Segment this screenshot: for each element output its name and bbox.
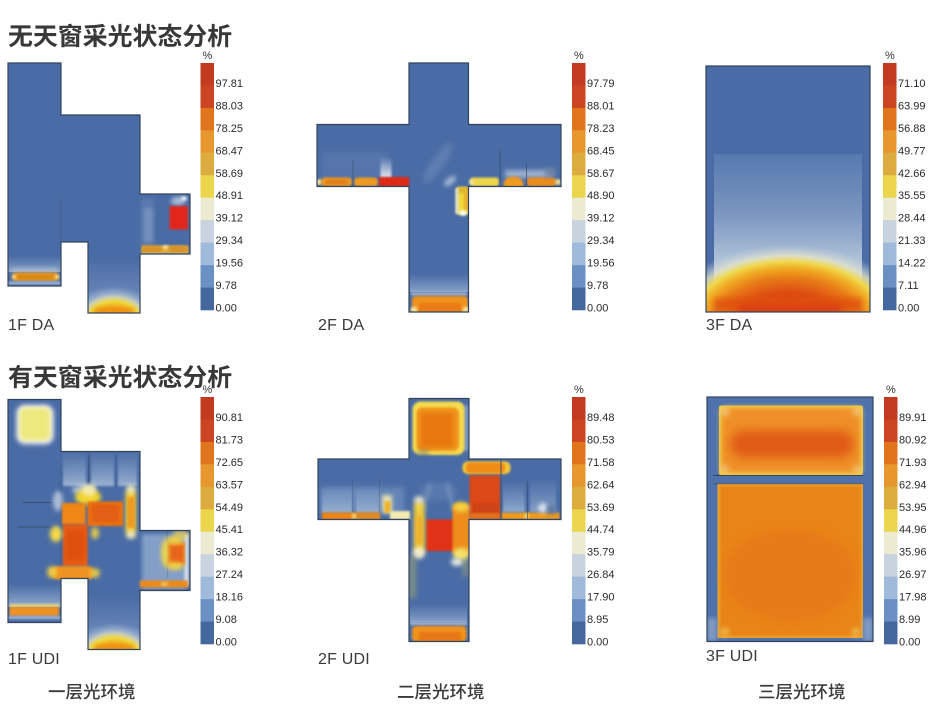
svg-text:68.45: 68.45 bbox=[587, 145, 615, 157]
svg-text:58.69: 58.69 bbox=[216, 168, 244, 180]
svg-text:0.00: 0.00 bbox=[899, 637, 920, 649]
svg-text:68.47: 68.47 bbox=[216, 145, 244, 157]
svg-text:44.74: 44.74 bbox=[587, 524, 615, 536]
svg-text:1F DA: 1F DA bbox=[8, 317, 54, 334]
svg-text:80.53: 80.53 bbox=[587, 434, 615, 446]
svg-text:0.00: 0.00 bbox=[216, 303, 237, 315]
svg-text:88.03: 88.03 bbox=[216, 100, 244, 112]
svg-text:17.98: 17.98 bbox=[899, 592, 927, 604]
svg-text:72.65: 72.65 bbox=[216, 457, 244, 469]
svg-text:18.16: 18.16 bbox=[216, 592, 244, 604]
svg-text:53.95: 53.95 bbox=[899, 502, 927, 514]
svg-text:97.81: 97.81 bbox=[216, 78, 244, 90]
svg-text:0.00: 0.00 bbox=[587, 303, 608, 315]
svg-text:36.32: 36.32 bbox=[216, 547, 244, 559]
svg-text:71.10: 71.10 bbox=[898, 78, 926, 90]
svg-text:26.84: 26.84 bbox=[587, 569, 615, 581]
svg-text:88.01: 88.01 bbox=[587, 100, 615, 112]
svg-text:27.24: 27.24 bbox=[216, 569, 244, 581]
svg-text:90.81: 90.81 bbox=[216, 412, 244, 424]
svg-text:42.66: 42.66 bbox=[898, 168, 926, 180]
svg-text:35.96: 35.96 bbox=[899, 547, 927, 559]
svg-text:35.55: 35.55 bbox=[898, 190, 926, 202]
svg-text:14.22: 14.22 bbox=[898, 258, 926, 270]
svg-text:45.41: 45.41 bbox=[216, 524, 244, 536]
svg-text:63.99: 63.99 bbox=[898, 100, 926, 112]
svg-text:29.34: 29.34 bbox=[216, 235, 244, 247]
svg-text:53.69: 53.69 bbox=[587, 502, 615, 514]
svg-text:26.97: 26.97 bbox=[899, 569, 927, 581]
svg-text:%: % bbox=[574, 384, 584, 396]
svg-text:80.92: 80.92 bbox=[899, 434, 927, 446]
svg-text:1F UDI: 1F UDI bbox=[8, 651, 60, 668]
svg-text:49.77: 49.77 bbox=[898, 145, 926, 157]
svg-text:44.96: 44.96 bbox=[899, 524, 927, 536]
svg-text:58.67: 58.67 bbox=[587, 168, 615, 180]
svg-text:2F UDI: 2F UDI bbox=[318, 651, 370, 668]
svg-text:71.58: 71.58 bbox=[587, 457, 615, 469]
svg-text:28.44: 28.44 bbox=[898, 213, 926, 225]
svg-text:2F DA: 2F DA bbox=[318, 317, 364, 334]
svg-text:48.90: 48.90 bbox=[587, 190, 615, 202]
svg-text:71.93: 71.93 bbox=[899, 457, 927, 469]
svg-text:78.25: 78.25 bbox=[216, 123, 244, 135]
svg-text:39.12: 39.12 bbox=[216, 213, 244, 225]
svg-text:56.88: 56.88 bbox=[898, 123, 926, 135]
svg-text:0.00: 0.00 bbox=[216, 637, 237, 649]
svg-text:9.78: 9.78 bbox=[216, 280, 237, 292]
svg-text:9.08: 9.08 bbox=[216, 614, 237, 626]
svg-text:19.56: 19.56 bbox=[587, 258, 615, 270]
svg-text:0.00: 0.00 bbox=[587, 637, 608, 649]
svg-text:3F DA: 3F DA bbox=[706, 317, 752, 334]
svg-text:29.34: 29.34 bbox=[587, 235, 615, 247]
svg-text:8.95: 8.95 bbox=[587, 614, 608, 626]
svg-text:48.91: 48.91 bbox=[216, 190, 244, 202]
svg-text:62.64: 62.64 bbox=[587, 479, 615, 491]
svg-text:78.23: 78.23 bbox=[587, 123, 615, 135]
svg-text:63.57: 63.57 bbox=[216, 479, 244, 491]
svg-text:81.73: 81.73 bbox=[216, 434, 244, 446]
svg-text:35.79: 35.79 bbox=[587, 547, 615, 559]
svg-text:21.33: 21.33 bbox=[898, 235, 926, 247]
svg-text:%: % bbox=[203, 384, 213, 396]
svg-text:19.56: 19.56 bbox=[216, 258, 244, 270]
svg-text:8.99: 8.99 bbox=[899, 614, 920, 626]
svg-text:54.49: 54.49 bbox=[216, 502, 244, 514]
svg-text:%: % bbox=[574, 50, 584, 62]
svg-text:89.48: 89.48 bbox=[587, 412, 615, 424]
svg-text:%: % bbox=[885, 50, 895, 62]
svg-text:3F UDI: 3F UDI bbox=[706, 648, 758, 665]
svg-text:9.78: 9.78 bbox=[587, 280, 608, 292]
svg-text:0.00: 0.00 bbox=[898, 303, 919, 315]
svg-text:62.94: 62.94 bbox=[899, 479, 927, 491]
svg-text:%: % bbox=[886, 384, 896, 396]
svg-text:17.90: 17.90 bbox=[587, 592, 615, 604]
svg-text:97.79: 97.79 bbox=[587, 78, 615, 90]
svg-text:%: % bbox=[203, 50, 213, 62]
svg-text:39.12: 39.12 bbox=[587, 213, 615, 225]
svg-text:89.91: 89.91 bbox=[899, 412, 927, 424]
svg-text:7.11: 7.11 bbox=[898, 280, 919, 292]
